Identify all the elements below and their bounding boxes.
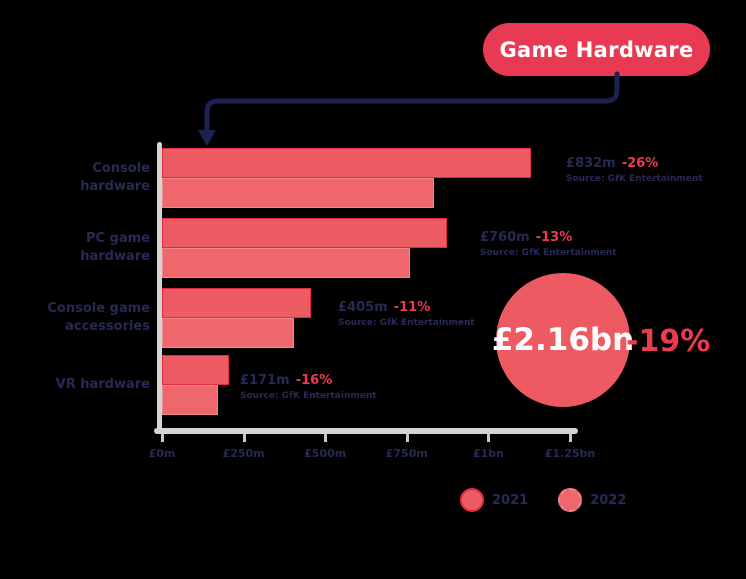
x-axis-line <box>154 428 578 434</box>
category-label: VR hardware <box>6 355 150 415</box>
category-label-line: hardware <box>80 249 150 264</box>
source-label: Source: GfK Entertainment <box>240 391 377 401</box>
total-change-percent: -19% <box>626 324 711 359</box>
legend-dot-icon <box>558 488 583 512</box>
bar-2022-console-game-accessories <box>162 318 294 348</box>
bar-2022-vr-hardware <box>162 385 218 415</box>
axis-tick-label: £1.25bn <box>544 447 596 460</box>
legend-label: 2021 <box>492 492 529 508</box>
page-title: Game Hardware <box>499 37 694 62</box>
source-label: Source: GfK Entertainment <box>480 248 617 258</box>
bar-2021-console-hardware <box>162 148 531 178</box>
axis-tick-mark <box>242 433 246 442</box>
bar-annotation: £171m -16% Source: GfK Entertainment <box>240 369 377 401</box>
change-percent-label: -26% <box>621 156 659 171</box>
value-label: £405m <box>338 300 388 315</box>
y-axis-line <box>157 142 162 434</box>
axis-tick-mark <box>569 433 572 442</box>
axis-tick-mark <box>324 433 328 442</box>
axis-tick-mark <box>487 433 491 442</box>
axis-tick-label: £750m <box>385 447 428 460</box>
axis-tick-mark <box>405 433 409 442</box>
axis-tick-mark <box>161 433 164 442</box>
bar-annotation: £760m -13% Source: GfK Entertainment <box>480 226 617 258</box>
total-value: £2.16bn <box>491 322 635 358</box>
legend-label: 2022 <box>590 492 627 508</box>
bar-2021-pc-game-hardware <box>162 218 447 248</box>
title-callout: Game Hardware <box>483 23 710 76</box>
total-value-circle: £2.16bn <box>492 273 634 407</box>
legend-item-2021: 2021 <box>460 488 528 512</box>
axis-tick-label: £500m <box>304 447 347 460</box>
legend-dot-icon <box>460 488 484 512</box>
category-label-line: Console game <box>47 301 150 316</box>
source-label: Source: GfK Entertainment <box>338 318 475 328</box>
category-label-line: Console <box>92 161 150 176</box>
axis-tick-label: £1bn <box>472 447 504 460</box>
source-label: Source: GfK Entertainment <box>566 174 703 184</box>
bar-2021-vr-hardware <box>162 355 229 385</box>
axis-tick-label: £0m <box>148 447 176 460</box>
category-label: PC game hardware <box>6 218 150 278</box>
axis-tick-label: £250m <box>222 447 265 460</box>
category-label-line: hardware <box>80 179 150 194</box>
bar-annotation: £832m -26% Source: GfK Entertainment <box>566 152 703 184</box>
bar-2022-console-hardware <box>162 178 434 208</box>
change-percent-label: -13% <box>535 230 573 245</box>
change-percent-label: -16% <box>295 373 333 388</box>
legend-item-2022: 2022 <box>558 488 626 512</box>
bar-annotation: £405m -11% Source: GfK Entertainment <box>338 296 475 328</box>
value-label: £832m <box>566 156 616 171</box>
category-label-line: PC game <box>85 231 150 246</box>
category-label: Console game accessories <box>6 288 150 348</box>
change-percent-label: -11% <box>393 300 431 315</box>
value-label: £760m <box>480 230 530 245</box>
chart-legend: 2021 2022 <box>460 488 626 512</box>
category-label: Console hardware <box>6 148 150 208</box>
category-label-line: VR hardware <box>55 377 150 392</box>
category-label-line: accessories <box>65 319 150 334</box>
value-label: £171m <box>240 373 290 388</box>
bar-2021-console-game-accessories <box>162 288 311 318</box>
bar-2022-pc-game-hardware <box>162 248 410 278</box>
